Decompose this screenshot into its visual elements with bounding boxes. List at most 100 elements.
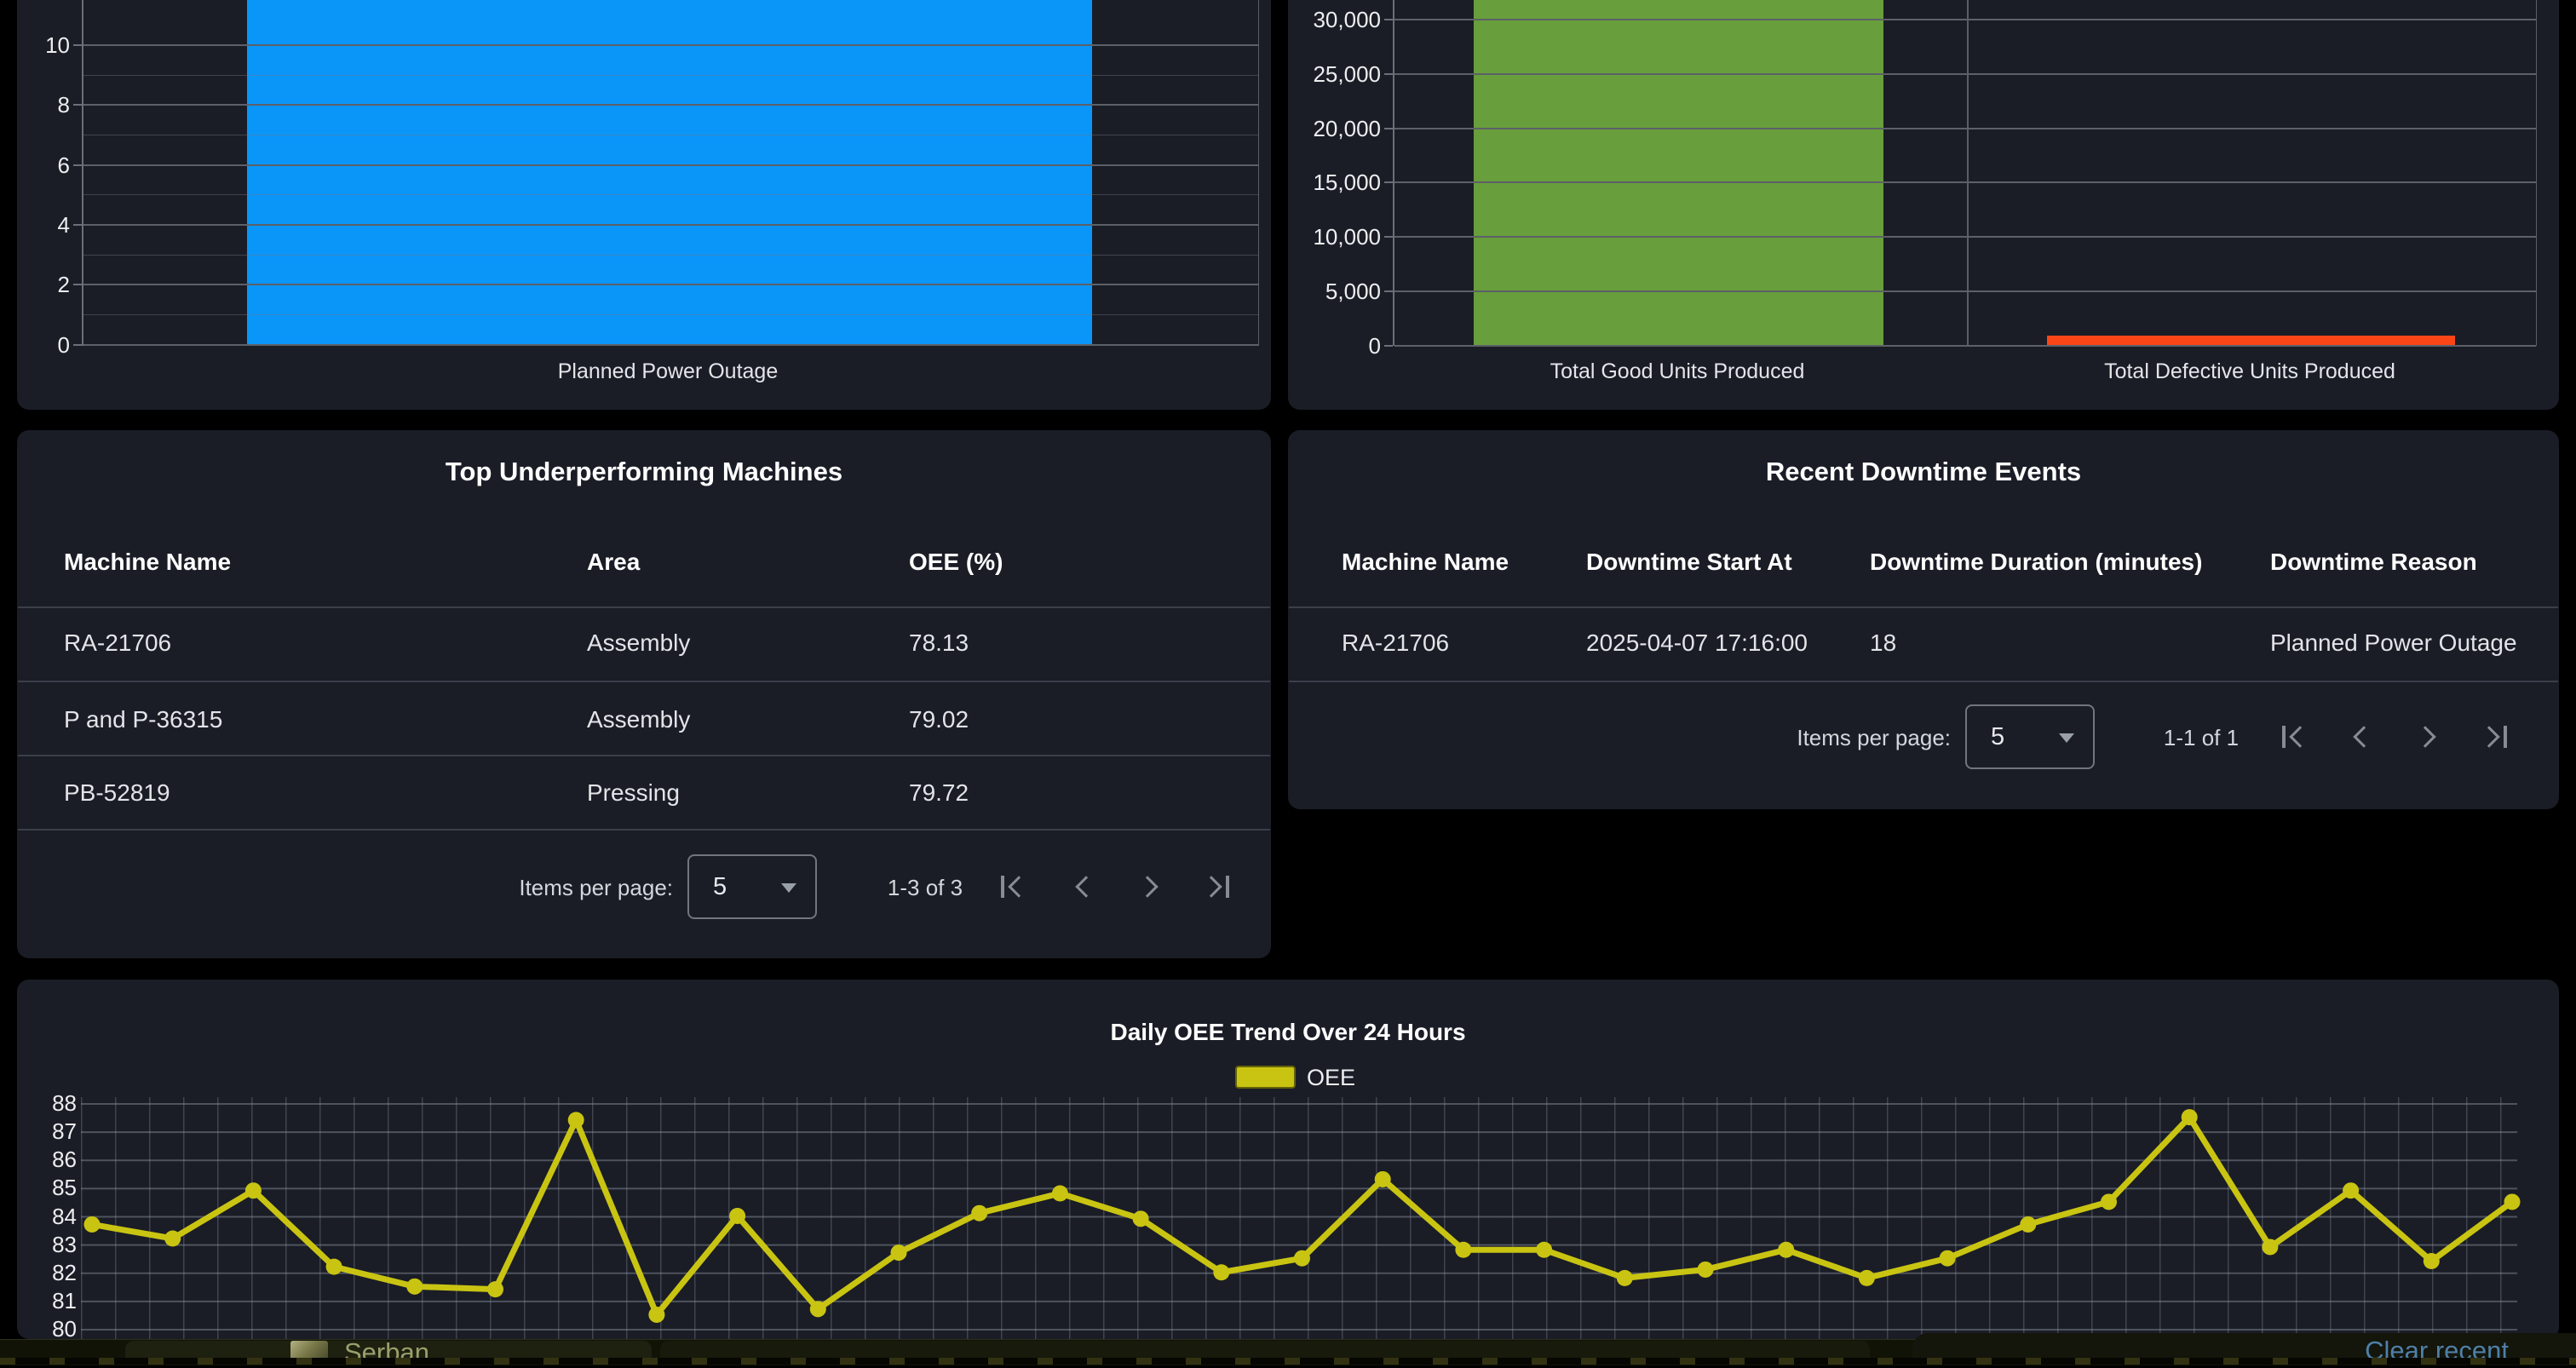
trend-plot-grid — [81, 1097, 2517, 1339]
row-divider — [18, 829, 1270, 831]
data-point[interactable] — [890, 1244, 907, 1262]
underperforming-machines-card — [17, 430, 1271, 958]
y-tick-label: 86 — [52, 1147, 77, 1173]
table-cell: Assembly — [587, 706, 691, 733]
y-tick-label: 10 — [45, 32, 70, 58]
data-point[interactable] — [2181, 1109, 2198, 1126]
data-point[interactable] — [809, 1301, 826, 1318]
table-cell: P and P-36315 — [64, 706, 223, 733]
oee-trend-card — [17, 980, 2559, 1339]
data-point[interactable] — [2262, 1239, 2279, 1256]
y-tick-label: 5,000 — [1325, 279, 1381, 305]
bar-total-defective-units[interactable] — [2047, 335, 2455, 346]
data-point[interactable] — [2020, 1216, 2037, 1233]
data-point[interactable] — [2343, 1182, 2360, 1199]
data-point[interactable] — [406, 1278, 423, 1295]
y-tick-label: 4 — [57, 211, 70, 238]
col-header-downtime-duration[interactable]: Downtime Duration (minutes) — [1870, 549, 2203, 575]
page-size-value: 5 — [1991, 723, 2005, 750]
row-divider — [18, 681, 1270, 682]
y-tick-label: 87 — [52, 1118, 77, 1145]
legend-label-oee[interactable]: OEE — [1307, 1065, 1356, 1090]
data-point[interactable] — [2504, 1193, 2521, 1210]
next-page-icon[interactable] — [2411, 720, 2445, 754]
trend-chart-title: Daily OEE Trend Over 24 Hours — [1110, 1019, 1466, 1045]
col-header-downtime-start[interactable]: Downtime Start At — [1586, 549, 1792, 575]
last-page-icon[interactable] — [2477, 720, 2511, 754]
downtime-bar-planned-power-outage[interactable] — [247, 0, 1092, 346]
right-table-title: Recent Downtime Events — [1765, 457, 2082, 486]
data-point[interactable] — [1858, 1269, 1875, 1286]
y-tick-label: 25,000 — [1313, 60, 1381, 87]
trend-y-axis: 88 87 86 85 84 83 82 81 80 — [17, 1090, 78, 1344]
first-page-icon[interactable] — [997, 870, 1031, 904]
downtime-chart-y-axis: 10 8 6 4 2 0 — [0, 0, 82, 375]
downtime-bar-category-label: Planned Power Outage — [557, 359, 779, 383]
col-header-area[interactable]: Area — [587, 549, 641, 575]
oee-trend-line-chart[interactable] — [81, 1097, 2521, 1339]
data-point[interactable] — [244, 1182, 262, 1199]
data-point[interactable] — [1697, 1261, 1714, 1278]
data-point[interactable] — [1778, 1241, 1795, 1258]
data-point[interactable] — [567, 1112, 584, 1129]
data-point[interactable] — [325, 1258, 342, 1275]
last-page-icon[interactable] — [1199, 870, 1233, 904]
y-tick-label: 6 — [57, 152, 70, 178]
items-per-page-label: Items per page: — [519, 875, 673, 900]
category-separator-line — [1967, 0, 1969, 346]
bar-total-good-units[interactable] — [1474, 0, 1883, 346]
col-header-machine-name[interactable]: Machine Name — [64, 549, 232, 575]
data-point[interactable] — [971, 1204, 988, 1221]
table-cell: PB-52819 — [64, 779, 170, 806]
page-size-select[interactable]: 5 — [687, 854, 817, 919]
units-chart-y-axis: 30,000 25,000 20,000 15,000 10,000 5,000 0 — [1278, 0, 1393, 375]
data-point[interactable] — [164, 1230, 181, 1247]
data-point[interactable] — [1132, 1210, 1149, 1227]
left-table-title: Top Underperforming Machines — [445, 457, 843, 486]
taskbar-icons-strip — [0, 1358, 2576, 1365]
y-tick-label: 30,000 — [1313, 7, 1381, 32]
col-header-downtime-reason[interactable]: Downtime Reason — [2270, 549, 2477, 575]
downtime-events-card — [1288, 430, 2559, 809]
data-point[interactable] — [2101, 1193, 2117, 1210]
y-tick-label: 83 — [52, 1231, 77, 1257]
data-point[interactable] — [1213, 1264, 1230, 1281]
col-header-oee[interactable]: OEE (%) — [909, 549, 1003, 575]
page-range-label: 1-1 of 1 — [2163, 725, 2240, 750]
chevron-down-icon — [781, 883, 796, 893]
col-header-machine-name[interactable]: Machine Name — [1342, 549, 1509, 575]
legend-swatch-oee[interactable] — [1235, 1066, 1296, 1089]
header-divider — [1289, 606, 2558, 608]
data-point[interactable] — [729, 1208, 746, 1224]
previous-page-icon[interactable] — [1067, 870, 1101, 904]
next-page-icon[interactable] — [1133, 870, 1167, 904]
row-divider — [1289, 681, 2558, 682]
units-category-defective-label: Total Defective Units Produced — [2104, 359, 2395, 383]
y-tick-label: 88 — [52, 1090, 77, 1116]
table-cell: RA-21706 — [64, 629, 172, 656]
table-cell: Planned Power Outage — [2270, 629, 2517, 656]
y-tick-label: 15,000 — [1313, 170, 1381, 196]
data-point[interactable] — [1616, 1269, 1633, 1286]
previous-page-icon[interactable] — [2344, 720, 2378, 754]
data-point[interactable] — [1051, 1185, 1068, 1202]
data-point[interactable] — [1374, 1170, 1391, 1187]
table-cell: RA-21706 — [1342, 629, 1450, 656]
data-point[interactable] — [1939, 1250, 1956, 1267]
data-point[interactable] — [2423, 1253, 2440, 1269]
y-tick-label: 10,000 — [1313, 224, 1381, 250]
data-point[interactable] — [83, 1216, 101, 1233]
page-size-select[interactable]: 5 — [1965, 704, 2095, 769]
units-chart-plot — [1393, 0, 2537, 347]
y-tick-label: 2 — [57, 272, 70, 298]
data-point[interactable] — [1455, 1241, 1472, 1258]
row-divider — [18, 755, 1270, 756]
data-point[interactable] — [1294, 1250, 1310, 1267]
data-point[interactable] — [1536, 1241, 1553, 1258]
y-tick-label: 81 — [52, 1287, 77, 1313]
data-point[interactable] — [487, 1281, 503, 1298]
data-point[interactable] — [648, 1306, 665, 1323]
y-tick-label: 0 — [57, 331, 70, 358]
first-page-icon[interactable] — [2278, 720, 2312, 754]
table-cell: Pressing — [587, 779, 680, 806]
